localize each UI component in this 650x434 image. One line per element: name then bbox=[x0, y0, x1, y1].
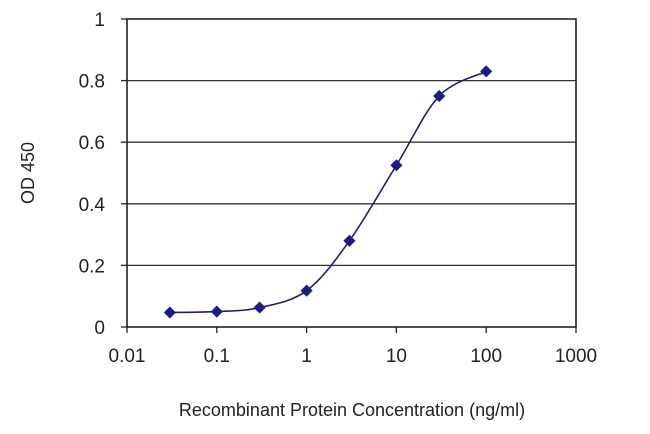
x-tick-label: 0.01 bbox=[109, 346, 146, 367]
data-point bbox=[343, 234, 356, 247]
data-point bbox=[210, 305, 223, 318]
data-point bbox=[300, 284, 313, 297]
y-tick-label: 0.6 bbox=[79, 133, 105, 154]
x-tick-label: 0.1 bbox=[204, 346, 230, 367]
data-point bbox=[480, 65, 493, 78]
y-tick-label: 1 bbox=[94, 10, 105, 31]
data-point bbox=[390, 159, 403, 172]
x-tick-label: 1 bbox=[301, 346, 312, 367]
x-tick-label: 1000 bbox=[555, 346, 597, 367]
x-axis-title: Recombinant Protein Concentration (ng/ml… bbox=[179, 400, 525, 420]
y-axis-ticks: 0 0.2 0.4 0.6 0.8 1 bbox=[79, 10, 127, 339]
y-tick-label: 0.2 bbox=[79, 256, 105, 277]
y-tick-label: 0.8 bbox=[79, 72, 105, 93]
data-point bbox=[253, 301, 266, 314]
data-series bbox=[163, 65, 493, 319]
x-tick-label: 10 bbox=[386, 346, 407, 367]
data-point bbox=[433, 89, 446, 103]
plot-area bbox=[126, 18, 577, 328]
y-tick-label: 0 bbox=[94, 318, 105, 339]
y-axis-title: OD 450 bbox=[18, 142, 38, 204]
data-point bbox=[163, 306, 176, 319]
x-axis-ticks: 0.01 0.1 1 10 100 1000 bbox=[109, 327, 597, 367]
fit-curve bbox=[169, 70, 487, 314]
grid-lines bbox=[127, 79, 576, 267]
y-tick-label: 0.4 bbox=[79, 195, 106, 216]
x-tick-label: 100 bbox=[470, 346, 502, 367]
